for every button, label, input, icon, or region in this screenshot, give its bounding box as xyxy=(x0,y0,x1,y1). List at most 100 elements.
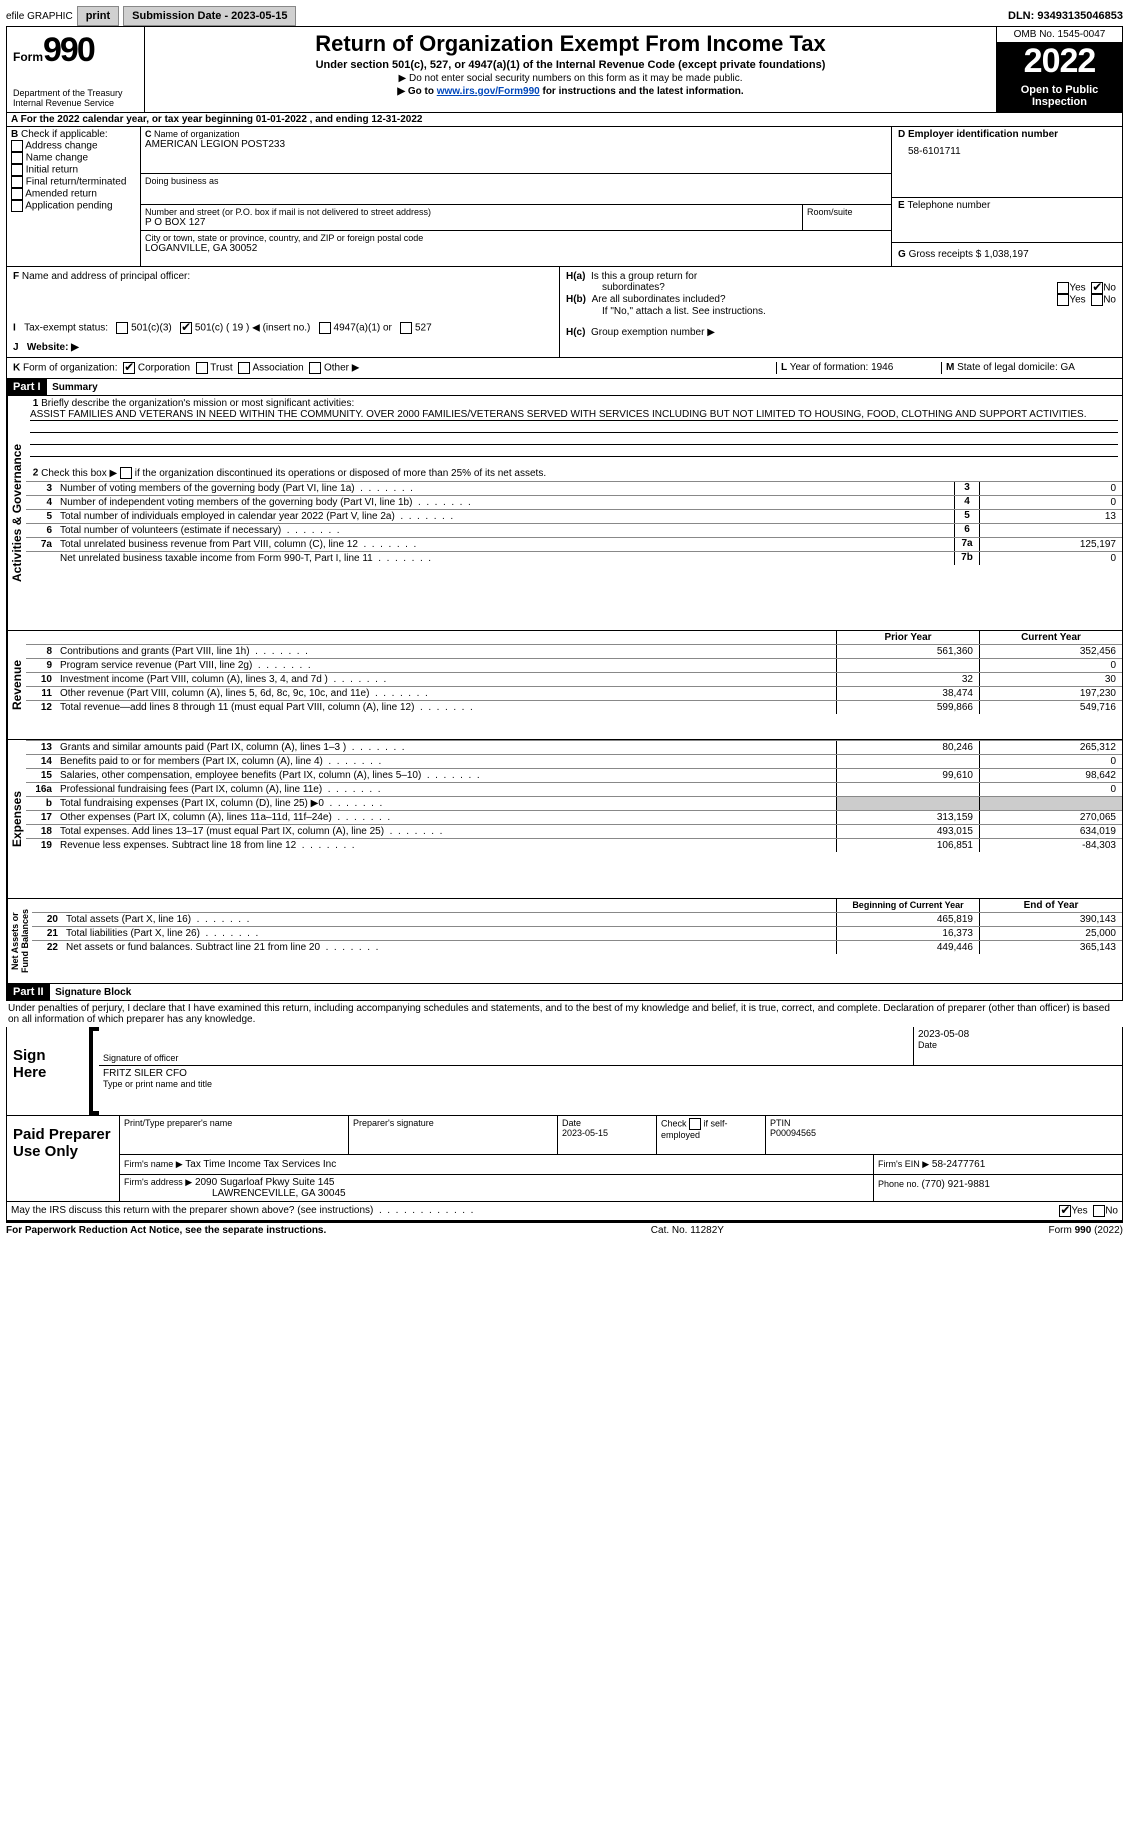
begin-year-hdr: Beginning of Current Year xyxy=(836,899,979,912)
checkbox-corp[interactable] xyxy=(123,362,135,374)
page-footer: For Paperwork Reduction Act Notice, see … xyxy=(6,1221,1123,1238)
firm-phone: (770) 921-9881 xyxy=(922,1179,990,1190)
firm-addr: 2090 Sugarloaf Pkwy Suite 145 xyxy=(195,1177,335,1188)
sign-here-label: Sign Here xyxy=(7,1027,89,1115)
paid-preparer-label: Paid Preparer Use Only xyxy=(7,1116,119,1201)
checkbox-address-change[interactable] xyxy=(11,140,23,152)
checkbox-hb-no[interactable] xyxy=(1091,294,1103,306)
checkbox-501c[interactable] xyxy=(180,322,192,334)
checkbox-hb-yes[interactable] xyxy=(1057,294,1069,306)
footer-right: Form 990 (2022) xyxy=(1049,1225,1123,1236)
footer-left: For Paperwork Reduction Act Notice, see … xyxy=(6,1225,326,1236)
instructions-link-row: ▶ Go to www.irs.gov/Form990 for instruct… xyxy=(149,86,992,97)
public-inspection: Open to Public Inspection xyxy=(997,80,1122,112)
checkbox-initial-return[interactable] xyxy=(11,164,23,176)
section-m: M State of legal domicile: GA xyxy=(941,362,1116,374)
checkbox-application-pending[interactable] xyxy=(11,200,23,212)
part1-body: Activities & Governance 1 Briefly descri… xyxy=(6,396,1123,631)
firm-name-label: Firm's name ▶ xyxy=(124,1159,183,1169)
block-fh: F Name and address of principal officer:… xyxy=(6,267,1123,358)
l1-label: Briefly describe the organization's miss… xyxy=(41,398,354,409)
firm-ein: 58-2477761 xyxy=(932,1159,985,1170)
firm-addr-label: Firm's address ▶ xyxy=(124,1177,192,1187)
checkbox-501c3[interactable] xyxy=(116,322,128,334)
discuss-question: May the IRS discuss this return with the… xyxy=(11,1205,373,1217)
gross-receipts: 1,038,197 xyxy=(984,249,1029,260)
checkbox-527[interactable] xyxy=(400,322,412,334)
section-ha: H(a) Is this a group return for xyxy=(566,271,1116,282)
checkbox-other[interactable] xyxy=(309,362,321,374)
instructions-link[interactable]: www.irs.gov/Form990 xyxy=(437,86,540,97)
checkbox-4947[interactable] xyxy=(319,322,331,334)
room-label: Room/suite xyxy=(802,205,891,230)
checkbox-final-return[interactable] xyxy=(11,176,23,188)
expenses-block: Expenses 13Grants and similar amounts pa… xyxy=(6,740,1123,899)
checkbox-discontinued[interactable] xyxy=(120,467,132,479)
line-a: A For the 2022 calendar year, or tax yea… xyxy=(6,113,1123,127)
prep-date-label: Date xyxy=(562,1118,581,1128)
section-hb: H(b) Are all subordinates included?Yes N… xyxy=(566,294,1116,306)
hb-note: If "No," attach a list. See instructions… xyxy=(566,306,1116,317)
section-i: I Tax-exempt status: 501(c)(3) 501(c) ( … xyxy=(13,322,553,334)
firm-phone-label: Phone no. xyxy=(878,1179,922,1189)
checkbox-trust[interactable] xyxy=(196,362,208,374)
tax-year: 2022 xyxy=(997,43,1122,80)
section-j: J Website: ▶ xyxy=(13,342,553,353)
form-header: Form990 Department of the Treasury Inter… xyxy=(6,26,1123,113)
checkbox-ha-yes[interactable] xyxy=(1057,282,1069,294)
form-subtitle: Under section 501(c), 527, or 4947(a)(1)… xyxy=(149,59,992,71)
org-city: LOGANVILLE, GA 30052 xyxy=(145,243,887,254)
firm-ein-label: Firm's EIN ▶ xyxy=(878,1159,929,1169)
revenue-block: Revenue Prior YearCurrent Year 8Contribu… xyxy=(6,631,1123,740)
part1-header: Part I Summary xyxy=(6,379,1123,396)
officer-name: FRITZ SILER CFO xyxy=(103,1068,1118,1079)
dept-label: Department of the Treasury xyxy=(13,88,138,98)
section-d: D Employer identification number 58-6101… xyxy=(892,127,1122,198)
footer-cat: Cat. No. 11282Y xyxy=(651,1225,724,1236)
vlabel-revenue: Revenue xyxy=(7,631,26,739)
ein: 58-6101711 xyxy=(898,146,1116,157)
section-e: E Telephone number xyxy=(892,198,1122,243)
efile-label: efile GRAPHIC xyxy=(6,11,73,22)
prior-year-hdr: Prior Year xyxy=(836,631,979,644)
omb-number: OMB No. 1545-0047 xyxy=(997,27,1122,43)
org-name-block: C Name of organization AMERICAN LEGION P… xyxy=(141,127,891,174)
preparer-block: Paid Preparer Use Only Print/Type prepar… xyxy=(6,1116,1123,1202)
city-label: City or town, state or province, country… xyxy=(145,233,887,243)
sig-officer-label: Signature of officer xyxy=(103,1053,909,1063)
section-g: G Gross receipts $ 1,038,197 xyxy=(892,243,1122,266)
ptin: P00094565 xyxy=(770,1128,816,1138)
print-button[interactable]: print xyxy=(77,6,119,26)
checkbox-assoc[interactable] xyxy=(238,362,250,374)
section-b: B Check if applicable: Address change Na… xyxy=(7,127,141,266)
checkbox-self-employed[interactable] xyxy=(689,1118,701,1130)
prep-sig-label: Preparer's signature xyxy=(348,1116,557,1154)
addr-label: Number and street (or P.O. box if mail i… xyxy=(145,207,798,217)
ptin-label: PTIN xyxy=(770,1118,791,1128)
discuss-row: May the IRS discuss this return with the… xyxy=(6,1202,1123,1221)
dba-label: Doing business as xyxy=(141,174,891,205)
current-year-hdr: Current Year xyxy=(979,631,1122,644)
form-number: Form990 xyxy=(13,31,138,70)
block-klm: K Form of organization: Corporation Trus… xyxy=(6,358,1123,379)
submission-date-button[interactable]: Submission Date - 2023-05-15 xyxy=(123,6,296,26)
checkbox-discuss-yes[interactable] xyxy=(1059,1205,1071,1217)
checkbox-name-change[interactable] xyxy=(11,152,23,164)
top-toolbar: efile GRAPHIC print Submission Date - 20… xyxy=(6,6,1123,26)
perjury-declaration: Under penalties of perjury, I declare th… xyxy=(6,1001,1123,1027)
netassets-block: Net Assets or Fund Balances Beginning of… xyxy=(6,899,1123,984)
sig-date: 2023-05-08 xyxy=(918,1029,1118,1040)
checkbox-ha-no[interactable] xyxy=(1091,282,1103,294)
prep-name-label: Print/Type preparer's name xyxy=(120,1116,348,1154)
section-l: L Year of formation: 1946 xyxy=(776,362,941,374)
checkbox-amended-return[interactable] xyxy=(11,188,23,200)
end-year-hdr: End of Year xyxy=(979,899,1122,912)
form-title: Return of Organization Exempt From Incom… xyxy=(149,31,992,57)
sign-here-block: Sign Here Signature of officer 2023-05-0… xyxy=(6,1027,1123,1116)
part2-header: Part II Signature Block xyxy=(6,984,1123,1001)
checkbox-discuss-no[interactable] xyxy=(1093,1205,1105,1217)
org-address: P O BOX 127 xyxy=(145,217,798,228)
org-name: AMERICAN LEGION POST233 xyxy=(145,139,887,150)
firm-city: LAWRENCEVILLE, GA 30045 xyxy=(124,1188,869,1199)
section-hc: H(c) Group exemption number ▶ xyxy=(566,327,1116,338)
